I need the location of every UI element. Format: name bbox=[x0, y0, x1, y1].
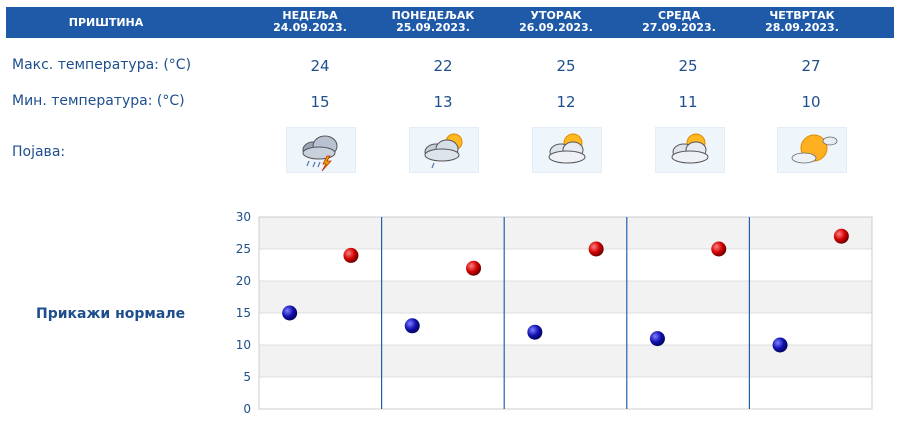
max-temperature-label: Макс. температура: (°C) bbox=[12, 57, 192, 73]
max-temp-value: 25 bbox=[678, 57, 698, 75]
day-header-4: СРЕДА 27.09.2023. bbox=[619, 7, 739, 38]
day-header-5: ЧЕТВРТАК 28.09.2023. bbox=[742, 7, 862, 38]
partly-cloudy-icon bbox=[655, 127, 725, 173]
min-temp-value: 10 bbox=[801, 93, 821, 111]
y-tick-label: 20 bbox=[236, 274, 251, 288]
y-tick-label: 10 bbox=[236, 338, 251, 352]
min-temp-marker bbox=[404, 318, 420, 334]
min-temp-marker bbox=[527, 324, 543, 340]
day-header-1: НЕДЕЉА 24.09.2023. bbox=[250, 7, 370, 38]
min-temp-marker bbox=[282, 305, 298, 321]
max-temp-value: 22 bbox=[433, 57, 453, 75]
forecast-header: ПРИШТИНА НЕДЕЉА 24.09.2023. ПОНЕДЕЉАК 25… bbox=[6, 7, 894, 38]
city-name: ПРИШТИНА bbox=[68, 16, 144, 29]
grid-band bbox=[259, 217, 872, 249]
y-tick-label: 15 bbox=[236, 306, 251, 320]
day-name: СРЕДА bbox=[658, 9, 700, 22]
show-normals-link[interactable]: Прикажи нормале bbox=[36, 306, 186, 322]
mostly-sunny-icon bbox=[777, 127, 847, 173]
grid-band bbox=[259, 313, 872, 345]
day-name: УТОРАК bbox=[530, 9, 582, 22]
thunderstorm-rain-icon bbox=[286, 127, 356, 173]
day-date: 28.09.2023. bbox=[765, 21, 839, 34]
min-temp-value: 12 bbox=[556, 93, 576, 111]
min-temperature-label: Мин. температура: (°C) bbox=[12, 93, 185, 109]
partly-cloudy-icon bbox=[532, 127, 602, 173]
max-temp-marker bbox=[343, 247, 359, 263]
temperature-chart: 0 5 10 15 20 25 30 bbox=[236, 210, 873, 416]
max-temperature-row: Макс. температура: (°C) 24 22 25 25 27 bbox=[0, 51, 900, 81]
day-name: НЕДЕЉА bbox=[282, 9, 338, 22]
min-temp-value: 13 bbox=[433, 93, 453, 111]
max-temp-marker bbox=[833, 228, 849, 244]
grid-band bbox=[259, 377, 872, 409]
min-temp-value: 15 bbox=[310, 93, 330, 111]
y-tick-label: 5 bbox=[243, 370, 251, 384]
day-date: 26.09.2023. bbox=[519, 21, 593, 34]
y-tick-label: 0 bbox=[243, 402, 251, 416]
phenomenon-label: Појава: bbox=[12, 144, 66, 160]
min-temperature-row: Мин. температура: (°C) 15 13 12 11 10 bbox=[0, 87, 900, 117]
day-header-2: ПОНЕДЕЉАК 25.09.2023. bbox=[373, 7, 493, 38]
max-temp-value: 25 bbox=[556, 57, 576, 75]
day-date: 25.09.2023. bbox=[396, 21, 470, 34]
min-temp-marker bbox=[772, 337, 788, 353]
day-name: ЧЕТВРТАК bbox=[769, 9, 835, 22]
grid-band bbox=[259, 281, 872, 313]
max-temp-value: 24 bbox=[310, 57, 330, 75]
day-name: ПОНЕДЕЉАК bbox=[391, 9, 475, 22]
max-temp-marker bbox=[711, 241, 727, 257]
min-temp-value: 11 bbox=[678, 93, 698, 111]
max-temp-marker bbox=[588, 241, 604, 257]
min-temp-marker bbox=[649, 331, 665, 347]
plot-frame bbox=[258, 216, 873, 410]
grid-band bbox=[259, 249, 872, 281]
partly-cloudy-rain-icon bbox=[409, 127, 479, 173]
y-tick-label: 25 bbox=[236, 242, 251, 256]
max-temp-marker bbox=[466, 260, 482, 276]
day-date: 24.09.2023. bbox=[273, 21, 347, 34]
day-header-3: УТОРАК 26.09.2023. bbox=[496, 7, 616, 38]
y-tick-label: 30 bbox=[236, 210, 251, 224]
max-temp-value: 27 bbox=[801, 57, 821, 75]
phenomenon-row: Појава: bbox=[0, 138, 900, 168]
day-date: 27.09.2023. bbox=[642, 21, 716, 34]
grid-band bbox=[259, 345, 872, 377]
